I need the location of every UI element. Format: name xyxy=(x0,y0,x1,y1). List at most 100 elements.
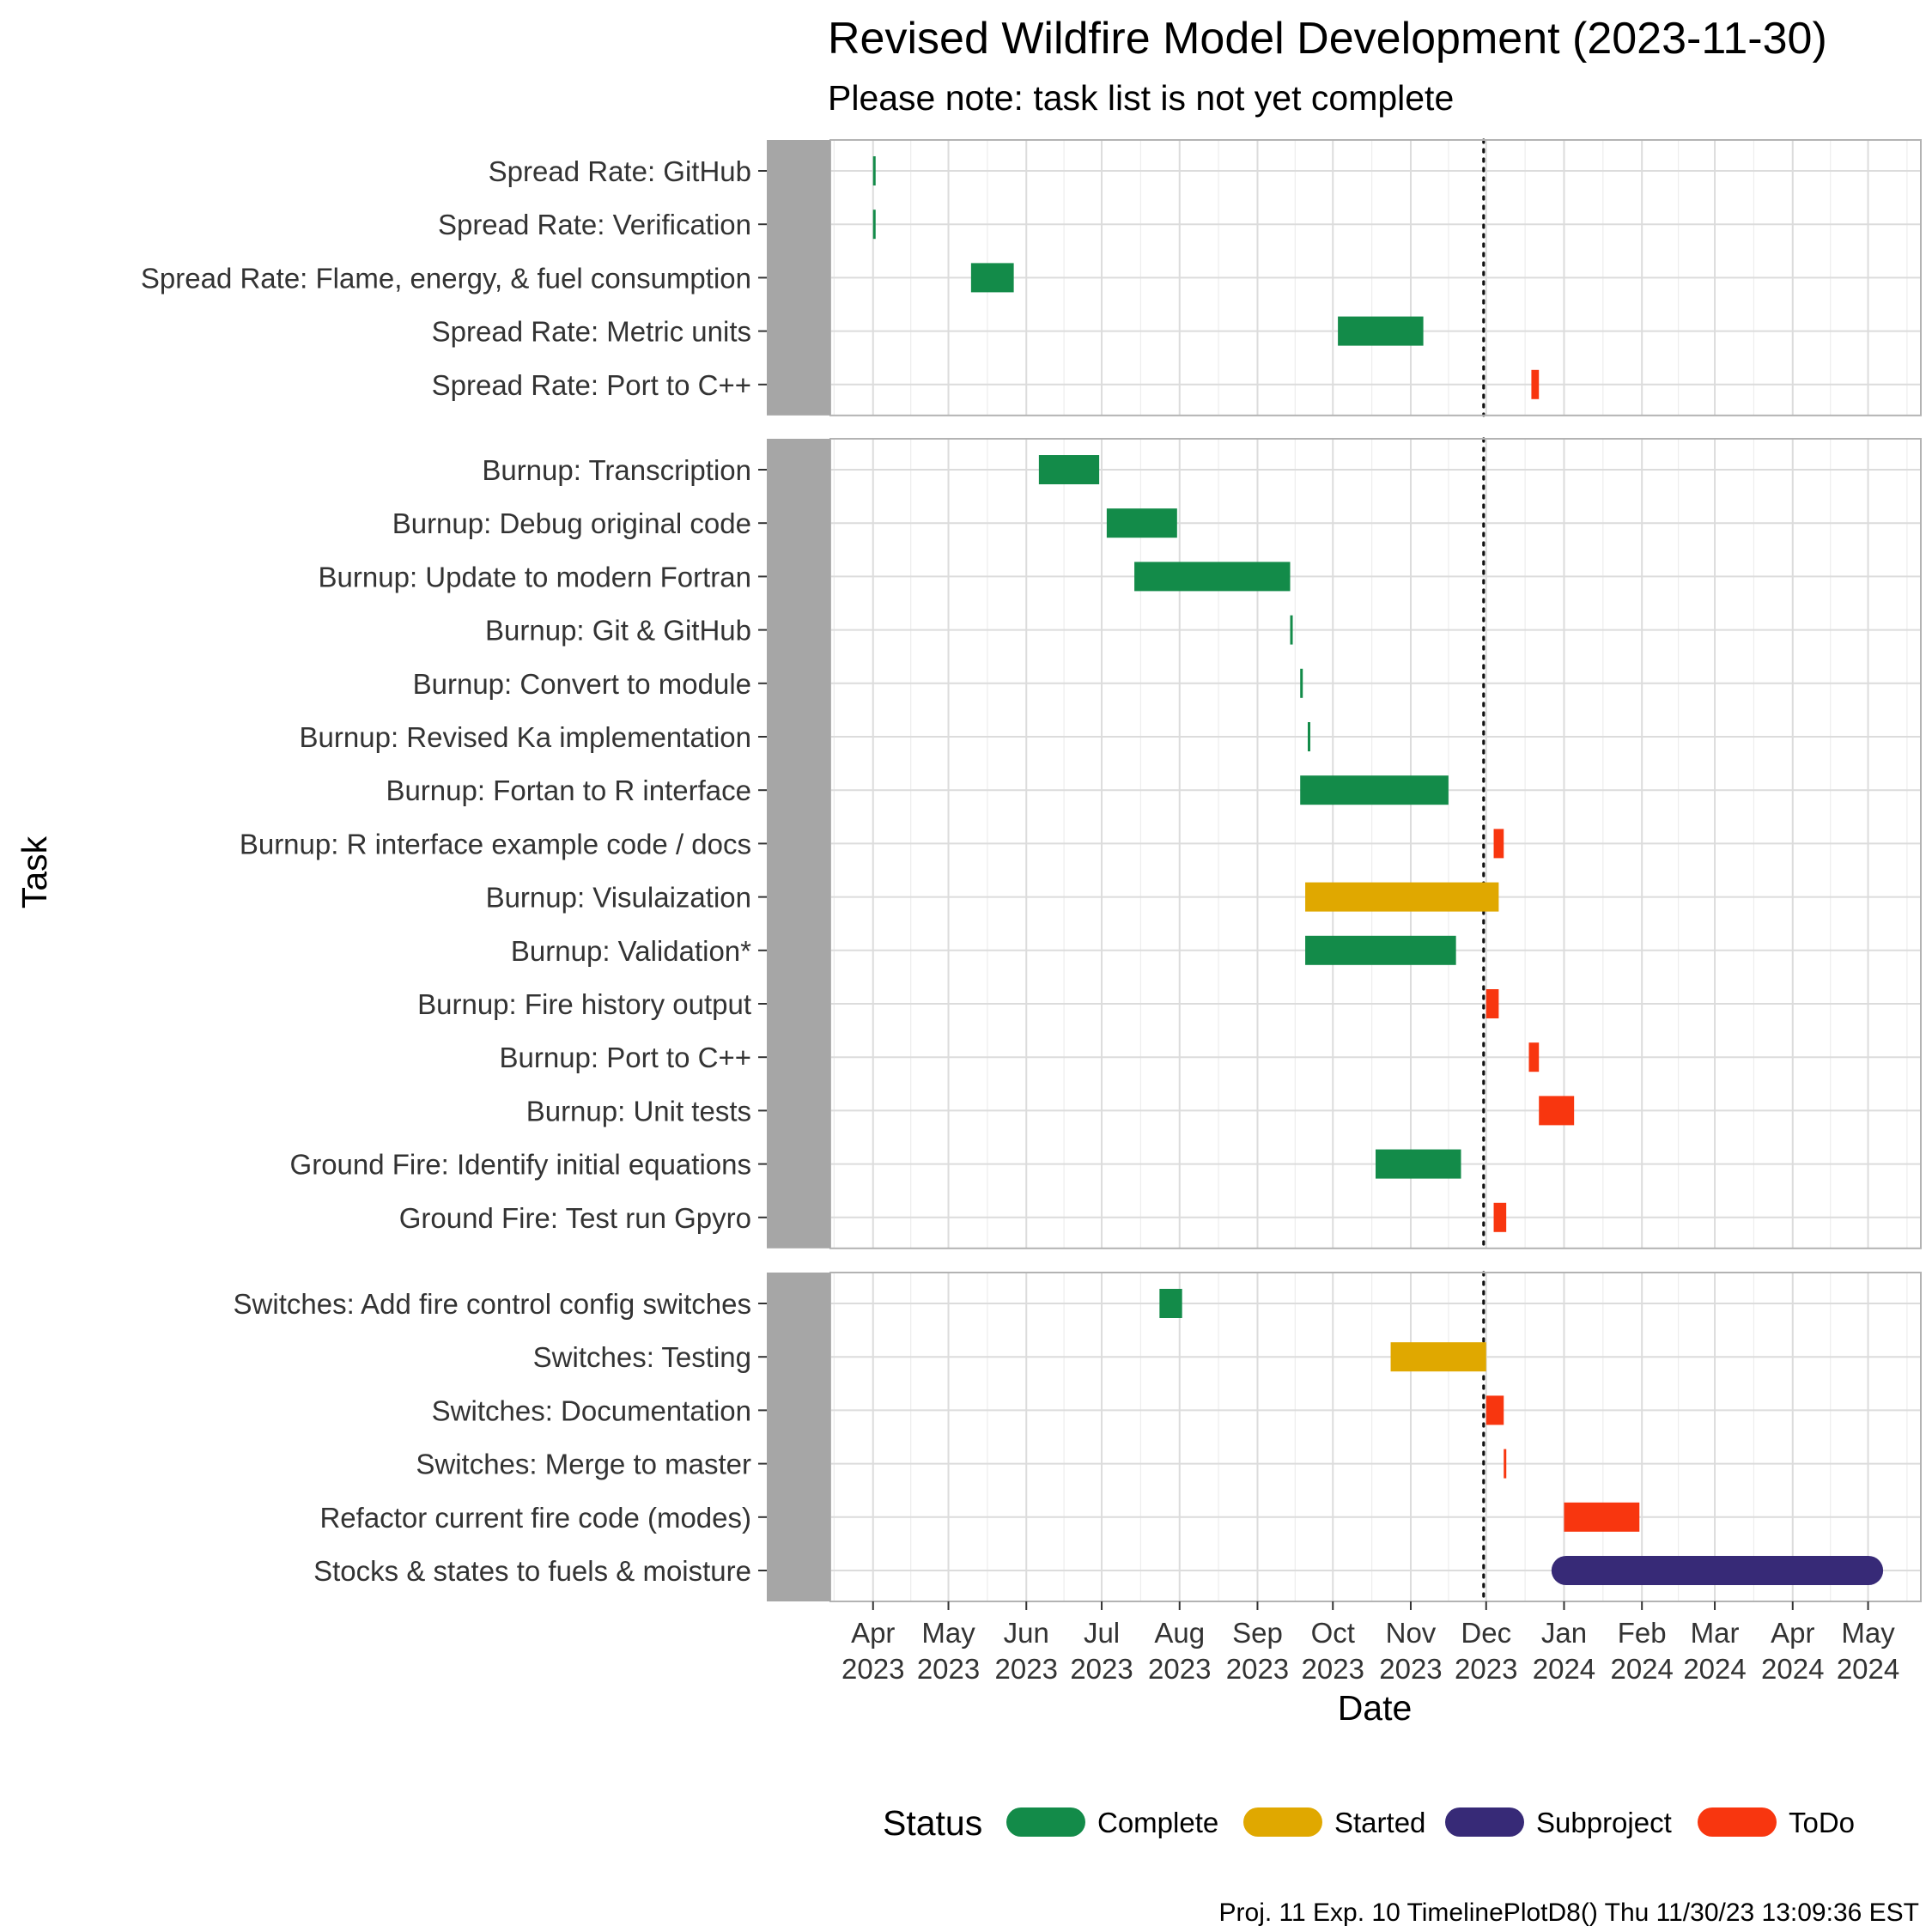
panel-grid xyxy=(830,1273,1921,1601)
task-label: Burnup: Convert to module xyxy=(413,668,751,700)
x-tick-label: May 2023 xyxy=(917,1617,980,1685)
x-axis-title: Date xyxy=(1338,1688,1413,1728)
x-tick-month: Feb xyxy=(1618,1617,1667,1649)
task-bar xyxy=(1493,1202,1507,1232)
x-tick-label: Nov 2023 xyxy=(1379,1617,1442,1685)
task-bar xyxy=(1338,316,1424,346)
x-tick-label: Sep 2023 xyxy=(1226,1617,1289,1685)
legend-key xyxy=(1445,1807,1524,1837)
x-tick-month: Jul xyxy=(1084,1617,1120,1649)
x-tick-year: 2023 xyxy=(1302,1653,1364,1685)
panel-2: Burnup: Transcription Burnup: Debug origi… xyxy=(240,437,1922,1250)
x-tick-label: Apr 2023 xyxy=(841,1617,904,1685)
x-tick-year: 2023 xyxy=(1379,1653,1442,1685)
task-bar xyxy=(872,210,876,240)
task-label: Burnup: Fire history output xyxy=(417,988,751,1020)
strip-background xyxy=(767,1273,830,1601)
task-label: Burnup: Validation* xyxy=(511,935,751,967)
legend-label: Started xyxy=(1334,1807,1425,1838)
task-label: Burnup: Git & GitHub xyxy=(485,615,751,647)
task-bar xyxy=(1159,1289,1182,1318)
task-bar xyxy=(1504,1449,1507,1479)
task-bar xyxy=(1531,369,1540,399)
task-bar xyxy=(1307,722,1310,751)
legend-label: ToDo xyxy=(1789,1807,1855,1838)
x-tick-label: Dec 2023 xyxy=(1455,1617,1517,1685)
task-bar xyxy=(1564,1502,1640,1532)
task-bar xyxy=(1038,455,1100,484)
x-tick-label: Jun 2023 xyxy=(995,1617,1058,1685)
task-label: Spread Rate: GitHub xyxy=(489,155,751,187)
chart-subtitle: Please note: task list is not yet comple… xyxy=(828,78,1454,118)
task-bar xyxy=(1106,508,1177,538)
x-tick-month: Sep xyxy=(1232,1617,1283,1649)
legend: Status Complete Started Subproject ToDo xyxy=(883,1803,1855,1843)
caption: Proj. 11 Exp. 10 TimelinePlotD8() Thu 11… xyxy=(1219,1899,1919,1927)
task-bar xyxy=(1528,1042,1540,1072)
task-label: Ground Fire: Test run Gpyro xyxy=(399,1202,751,1234)
task-bar xyxy=(1390,1342,1486,1372)
task-label: Spread Rate: Metric units xyxy=(432,316,751,348)
x-tick-month: Jun xyxy=(1004,1617,1049,1649)
task-bar xyxy=(1300,775,1449,805)
task-label: Burnup: Visulaization xyxy=(486,882,751,914)
panel-background xyxy=(830,1273,1921,1601)
x-tick-year: 2023 xyxy=(995,1653,1058,1685)
x-axis: Apr 2023 May 2023 Jun 2023 Jul 2023 Aug 2023 Sep 20… xyxy=(841,1601,1899,1685)
x-tick-month: Aug xyxy=(1154,1617,1205,1649)
x-tick-year: 2023 xyxy=(1148,1653,1211,1685)
task-bar xyxy=(872,156,876,185)
legend-label: Complete xyxy=(1097,1807,1218,1838)
task-bar xyxy=(1300,668,1303,698)
legend-label: Subproject xyxy=(1536,1807,1672,1838)
task-bar xyxy=(1539,1096,1575,1126)
chart-panels: Spread Rate: GitHub Spread Rate: Verifica… xyxy=(141,138,1922,1603)
task-bar xyxy=(1305,882,1499,912)
x-tick-label: Mar 2024 xyxy=(1683,1617,1746,1685)
task-label: Spread Rate: Verification xyxy=(438,209,751,240)
chart-title: Revised Wildfire Model Development (2023… xyxy=(828,14,1827,64)
task-bar xyxy=(1485,1395,1504,1425)
x-tick-label: Jan 2024 xyxy=(1533,1617,1595,1685)
task-label: Burnup: Unit tests xyxy=(526,1095,751,1127)
task-label: Switches: Testing xyxy=(533,1341,751,1373)
task-bar xyxy=(1305,935,1456,965)
task-bar xyxy=(1134,562,1291,592)
legend-key xyxy=(1006,1807,1085,1837)
task-label: Burnup: R interface example code / docs xyxy=(240,828,751,860)
strip-background xyxy=(767,439,830,1249)
x-tick-year: 2024 xyxy=(1610,1653,1673,1685)
x-tick-year: 2023 xyxy=(1455,1653,1517,1685)
x-tick-year: 2024 xyxy=(1837,1653,1899,1685)
task-bar xyxy=(1493,829,1504,859)
task-label: Burnup: Port to C++ xyxy=(499,1042,751,1073)
x-tick-year: 2024 xyxy=(1683,1653,1746,1685)
legend-key xyxy=(1243,1807,1322,1837)
x-tick-year: 2023 xyxy=(1070,1653,1133,1685)
x-tick-year: 2023 xyxy=(1226,1653,1289,1685)
x-tick-month: Jan xyxy=(1541,1617,1587,1649)
task-bar xyxy=(1485,989,1499,1018)
task-label: Burnup: Transcription xyxy=(482,454,751,486)
task-label: Spread Rate: Port to C++ xyxy=(432,369,751,401)
panel-grid xyxy=(830,140,1921,416)
x-tick-label: Oct 2023 xyxy=(1302,1617,1364,1685)
legend-title: Status xyxy=(883,1803,982,1843)
task-bar xyxy=(970,263,1014,293)
task-label: Burnup: Debug original code xyxy=(392,507,751,539)
panel-strip: R Fire Library xyxy=(767,140,830,416)
panel-3: Switches: Add fire control config switch… xyxy=(234,1271,1922,1603)
x-tick-year: 2023 xyxy=(841,1653,904,1685)
legend-key xyxy=(1698,1807,1777,1837)
task-label: Burnup: Update to modern Fortran xyxy=(319,561,751,592)
panel-strip: DVM-DOS-TEM fire interface xyxy=(767,1273,830,1601)
x-tick-label: Aug 2023 xyxy=(1148,1617,1211,1685)
x-tick-year: 2024 xyxy=(1533,1653,1595,1685)
task-label: Refactor current fire code (modes) xyxy=(319,1502,751,1534)
x-tick-month: Dec xyxy=(1461,1617,1511,1649)
panel-1: Spread Rate: GitHub Spread Rate: Verifica… xyxy=(141,138,1922,417)
x-tick-label: Apr 2024 xyxy=(1761,1617,1824,1685)
x-tick-month: May xyxy=(921,1617,975,1649)
x-tick-month: Apr xyxy=(1771,1617,1814,1649)
